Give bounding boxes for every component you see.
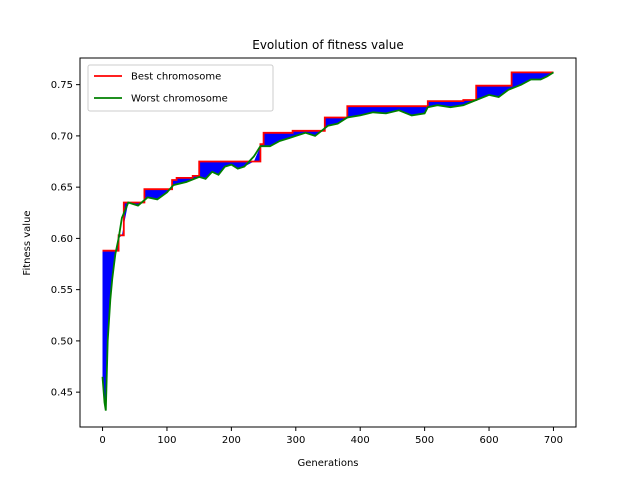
x-tick-label: 200 xyxy=(222,435,241,446)
y-tick-label: 0.55 xyxy=(51,285,73,296)
y-tick-label: 0.50 xyxy=(51,336,73,347)
x-tick-label: 0 xyxy=(99,435,105,446)
y-tick-label: 0.45 xyxy=(51,388,73,399)
y-tick-label: 0.60 xyxy=(51,234,73,245)
x-tick-label: 100 xyxy=(157,435,176,446)
fill-between-area xyxy=(102,72,554,411)
legend-label: Best chromosome xyxy=(131,72,221,83)
x-tick-label: 500 xyxy=(415,435,434,446)
plot-area xyxy=(101,71,554,411)
x-tick-label: 300 xyxy=(286,435,305,446)
legend: Best chromosome Worst chromosome xyxy=(87,64,274,112)
x-axis: 0 100 200 300 400 500 600 700 xyxy=(99,427,563,446)
y-axis: 0.45 0.50 0.55 0.60 0.65 0.70 0.75 xyxy=(51,80,80,399)
x-tick-label: 600 xyxy=(479,435,498,446)
chart-title: Evolution of fitness value xyxy=(252,38,404,52)
legend-box xyxy=(87,64,274,112)
y-tick-label: 0.70 xyxy=(51,131,73,142)
y-tick-label: 0.65 xyxy=(51,183,73,194)
axes-frame xyxy=(79,57,577,428)
series-line-best xyxy=(102,71,554,252)
series-line-worst xyxy=(101,71,554,411)
y-tick-label: 0.75 xyxy=(51,80,73,91)
x-tick-label: 400 xyxy=(351,435,370,446)
x-axis-label: Generations xyxy=(298,458,359,469)
legend-label: Worst chromosome xyxy=(131,94,228,105)
y-axis-label: Fitness value xyxy=(22,210,33,275)
x-tick-label: 700 xyxy=(544,435,563,446)
